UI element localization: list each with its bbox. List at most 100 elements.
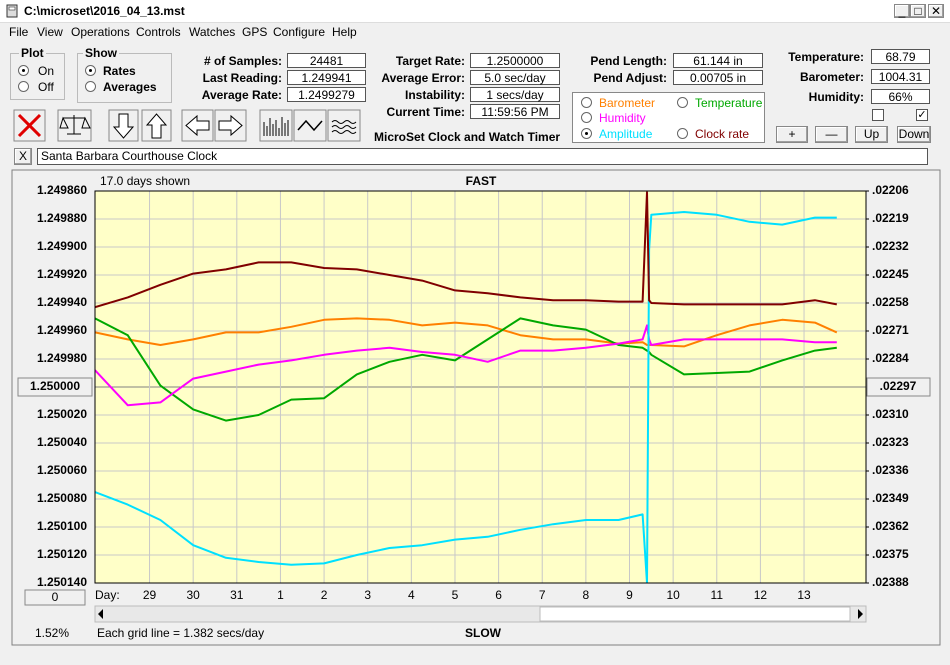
menu-item[interactable]: GPS — [242, 25, 268, 39]
y-tick-label: 1.249860 — [37, 183, 87, 197]
toolbar — [13, 109, 361, 142]
down-button[interactable]: Down — [897, 126, 931, 143]
down-arrow-button[interactable] — [108, 109, 139, 142]
show-group — [77, 53, 172, 103]
field-label: Pend Length: — [590, 54, 667, 68]
trace-radio[interactable] — [677, 128, 688, 139]
legend-label[interactable]: Barometer — [599, 96, 656, 110]
y2-tick-label: .02206 — [872, 183, 909, 197]
y2-tick-label: .02336 — [872, 463, 909, 477]
plus-button[interactable]: + — [776, 126, 808, 143]
days-shown: 17.0 days shown — [100, 174, 190, 188]
menu-item[interactable]: Configure — [273, 25, 326, 39]
y-tick-label: 1.249940 — [37, 295, 87, 309]
x-tick-label: 9 — [626, 588, 633, 602]
grid-note: Each grid line = 1.382 secs/day — [97, 626, 264, 640]
y-tick-label: 1.249960 — [37, 323, 87, 337]
group-title: Plot — [19, 46, 46, 60]
x-tick-label: 2 — [321, 588, 328, 602]
right-arrow-button[interactable] — [214, 109, 247, 142]
radio-label[interactable]: On — [38, 64, 55, 78]
up-arrow-button[interactable] — [141, 109, 172, 142]
slow-label: SLOW — [465, 626, 502, 640]
radio[interactable] — [85, 81, 96, 92]
x-tick-label: 29 — [143, 588, 157, 602]
field-value: 1004.31 — [871, 69, 930, 84]
minus-button[interactable]: — — [815, 126, 848, 143]
x-tick-label: 31 — [230, 588, 244, 602]
y-tick-label: 1.249920 — [37, 267, 87, 281]
bars-button[interactable] — [259, 109, 293, 142]
field-value: 1.2499279 — [287, 87, 366, 102]
y-tick-label: 1.250080 — [37, 491, 87, 505]
field-value: 68.79 — [871, 49, 930, 64]
menu-item[interactable]: Controls — [136, 25, 181, 39]
radio[interactable] — [85, 65, 96, 76]
left-arrow-button[interactable] — [181, 109, 214, 142]
reference-button[interactable] — [866, 377, 931, 397]
y2-tick-label: .02219 — [872, 211, 909, 225]
x-tick-label: 6 — [495, 588, 502, 602]
field-label: Target Rate: — [395, 54, 465, 68]
field-label: Average Rate: — [201, 88, 282, 102]
menu-item[interactable]: Help — [332, 25, 357, 39]
field-value: 11:59:56 PM — [470, 104, 560, 119]
field-label: Pend Adjust: — [593, 71, 667, 85]
legend-label[interactable]: Humidity — [599, 111, 646, 125]
radio[interactable] — [18, 65, 29, 76]
checkbox[interactable]: ✓ — [916, 109, 928, 121]
y-tick-label: 1.249900 — [37, 239, 87, 253]
x-tick-label: 1 — [277, 588, 284, 602]
scroll-thumb[interactable] — [539, 606, 851, 622]
x-tick-label: 30 — [186, 588, 200, 602]
field-label: Barometer: — [799, 70, 864, 84]
clock-name-field[interactable]: Santa Barbara Courthouse Clock — [37, 148, 928, 165]
field-value: 61.144 in — [673, 53, 763, 68]
trace-line — [95, 191, 837, 309]
y-tick-label: 1.249880 — [37, 211, 87, 225]
x-tick-label: 4 — [408, 588, 415, 602]
curve-button[interactable] — [293, 109, 327, 142]
y2-tick-label: .02245 — [872, 267, 909, 281]
reference-button[interactable] — [17, 377, 93, 397]
y-tick-label: 1.250000 — [30, 379, 80, 393]
field-label: # of Samples: — [203, 54, 282, 68]
field-value: 1.249941 — [287, 70, 366, 85]
minimize-button[interactable]: _ — [894, 4, 910, 18]
offset-button-label[interactable]: 0 — [52, 590, 59, 604]
field-label: Last Reading: — [202, 71, 282, 85]
trace-radio[interactable] — [581, 97, 592, 108]
trace-radio[interactable] — [581, 128, 592, 139]
x-tick-label: 10 — [666, 588, 680, 602]
checkbox[interactable] — [872, 109, 884, 121]
menu-item[interactable]: Watches — [189, 25, 236, 39]
radio-label[interactable]: Averages — [103, 80, 157, 94]
fast-label: FAST — [466, 174, 497, 188]
delete-button[interactable] — [13, 109, 46, 142]
maximize-button[interactable]: □ — [910, 4, 926, 18]
menu-item[interactable]: File — [9, 25, 29, 39]
y2-tick-label: .02323 — [872, 435, 909, 449]
field-value: 0.00705 in — [673, 70, 763, 85]
close-button[interactable]: ✕ — [928, 4, 944, 18]
menu-item[interactable]: Operations — [71, 25, 130, 39]
y2-tick-label: .02310 — [872, 407, 909, 421]
trace-radio[interactable] — [677, 97, 688, 108]
y-tick-label: 1.250020 — [37, 407, 87, 421]
y2-tick-label: .02362 — [872, 519, 909, 533]
scale-button[interactable] — [57, 109, 92, 142]
up-button[interactable]: Up — [855, 126, 888, 143]
legend-label[interactable]: Clock rate — [695, 127, 750, 141]
menu-item[interactable]: View — [37, 25, 63, 39]
radio-label[interactable]: Rates — [103, 64, 136, 78]
noise-button[interactable] — [327, 109, 361, 142]
legend-label[interactable]: Amplitude — [599, 127, 653, 141]
radio[interactable] — [18, 81, 29, 92]
clear-button[interactable]: X — [14, 148, 32, 165]
legend-label[interactable]: Temperature — [695, 96, 763, 110]
x-tick-label: 13 — [797, 588, 811, 602]
radio-label[interactable]: Off — [38, 80, 54, 94]
offset-button[interactable] — [24, 589, 86, 606]
y-tick-label: 1.250120 — [37, 547, 87, 561]
trace-radio[interactable] — [581, 112, 592, 123]
